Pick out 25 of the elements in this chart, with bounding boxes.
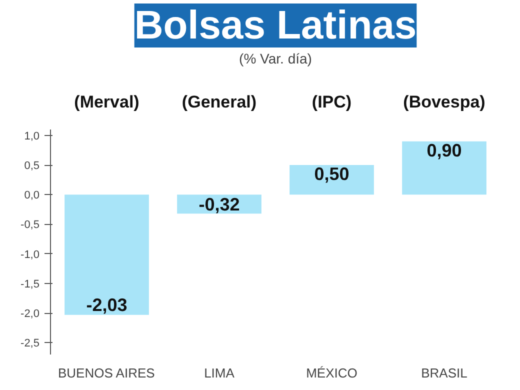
bar: [64, 194, 149, 315]
y-tick-label: 0,0: [24, 190, 40, 202]
x-tick-label: BUENOS AIRES: [58, 366, 156, 380]
x-tick-label: MÉXICO: [306, 366, 358, 380]
text: (Bovespa): [403, 92, 486, 112]
data-label: -2,03: [86, 294, 128, 315]
text: (IPC): [312, 92, 352, 112]
text: (Merval): [74, 92, 140, 112]
y-tick-label: -0,5: [20, 219, 40, 232]
y-tick-label: -1,5: [20, 278, 40, 290]
bar: [402, 141, 486, 195]
x-tick-label: BRASIL: [421, 366, 468, 380]
bar: [290, 165, 374, 195]
chart-subtitle: (% Var. día): [239, 50, 312, 66]
chart-title: Bolsas Latinas: [134, 4, 417, 48]
data-label: 0,50: [314, 164, 350, 184]
y-tick-label: -2,5: [20, 338, 40, 350]
data-label: 0,90: [426, 140, 462, 160]
x-tick-label: LIMA: [204, 366, 235, 380]
y-tick-label: -2,0: [20, 308, 40, 320]
y-tick-label: -1,0: [20, 248, 40, 261]
y-tick-label: 1,0: [24, 130, 40, 142]
text: (General): [182, 92, 257, 112]
data-label: -0,32: [198, 194, 240, 215]
y-tick-label: 0,5: [24, 160, 40, 172]
